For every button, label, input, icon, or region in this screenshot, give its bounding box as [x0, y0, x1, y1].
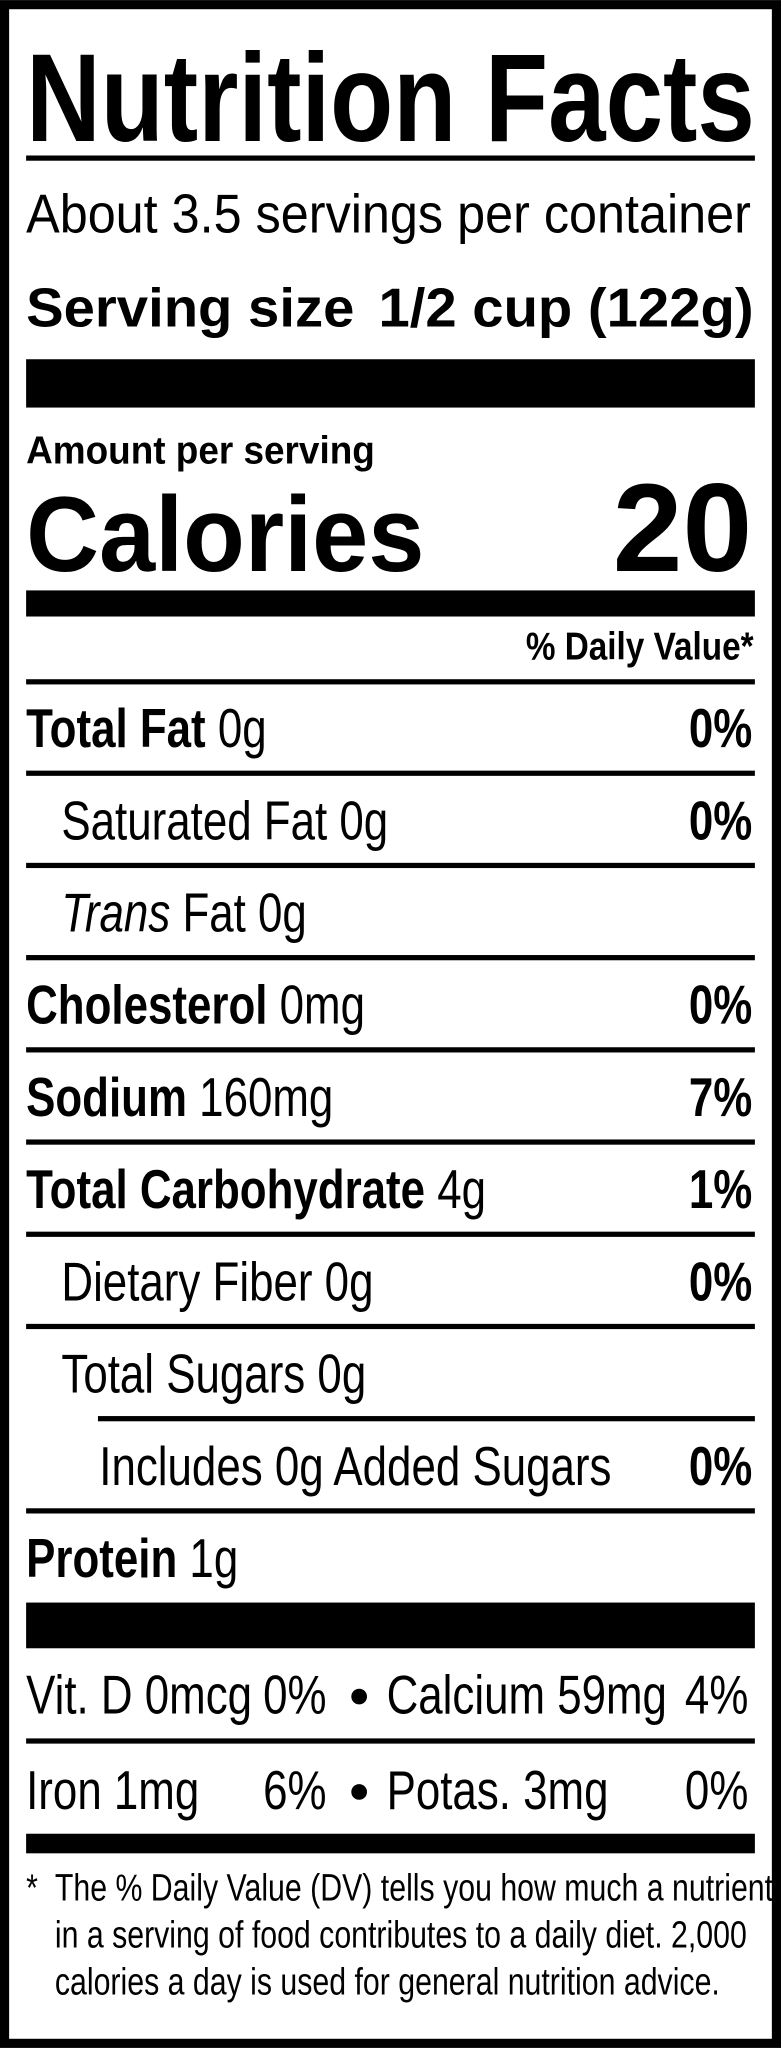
- vitamin-name: Iron 1mg: [26, 1759, 199, 1821]
- rule: [97, 1416, 755, 1422]
- nutrient-name: Saturated Fat: [61, 790, 327, 852]
- vitamin-name: Vit. D 0mcg: [26, 1664, 252, 1726]
- vitamin-dv: 4%: [685, 1664, 748, 1726]
- rule: [26, 1047, 755, 1053]
- daily-value-header: % Daily Value*: [526, 624, 754, 668]
- nutrient-name: Cholesterol: [26, 974, 267, 1036]
- vitamin-dv: 0%: [263, 1664, 326, 1726]
- nutrient-row: Total Sugars 0g: [61, 1343, 366, 1405]
- nutrient-name: Protein: [26, 1527, 177, 1589]
- nutrient-name: Total Sugars: [61, 1343, 305, 1405]
- vitamin-name: Potas. 3mg: [387, 1759, 609, 1821]
- bullet: [351, 1688, 367, 1705]
- vitamin-dv: 6%: [263, 1759, 326, 1821]
- nutrient-row: Sodium 160mg: [26, 1066, 333, 1128]
- nutrient-amount: 160mg: [199, 1066, 333, 1128]
- servings: About 3.5 servings per container: [26, 183, 751, 245]
- amount-per-serving: Amount per serving: [26, 430, 375, 473]
- vitamin-rows: Vit. D 0mcg 0% Calcium 59mg 4%Iron 1mg 6% Pot…: [26, 1664, 755, 1821]
- serving-size: Serving size 1/2 cup (122g): [26, 277, 753, 339]
- spacer: [267, 974, 279, 1036]
- thick-bar: [26, 359, 755, 408]
- nutrient-amount: 1g: [189, 1527, 238, 1589]
- nutrient-row: Saturated Fat 0g: [61, 790, 388, 852]
- nutrient-dv: 0%: [689, 1435, 752, 1497]
- nutrient-name: Total Fat: [26, 697, 206, 759]
- rule: [26, 1323, 755, 1330]
- nutrient-dv: 0%: [689, 697, 752, 759]
- nutrient-name: Total Carbohydrate: [26, 1158, 425, 1220]
- thick-bar: [26, 1602, 755, 1649]
- spacer: [170, 882, 182, 944]
- nutrient-name: Fat: [182, 882, 246, 944]
- footnote-line: calories a day is used for general nutri…: [55, 1961, 720, 2003]
- nutrient-amount: 0g: [258, 882, 307, 944]
- nutrient-amount: 0g: [339, 790, 388, 852]
- rule: [26, 1139, 755, 1145]
- spacer: [425, 1158, 437, 1220]
- rule: [26, 770, 755, 776]
- serving-size-value: 1/2 cup (122g): [378, 277, 753, 339]
- thick-bar: [26, 1833, 755, 1854]
- nutrient-dv: 0%: [689, 974, 752, 1036]
- calories-value: 20: [613, 458, 752, 598]
- spacer: [206, 697, 218, 759]
- nutrient-dv: 1%: [689, 1158, 752, 1220]
- nutrient-amount: 0g: [325, 1251, 374, 1313]
- title: Nutrition Facts: [26, 28, 755, 168]
- spacer: [187, 1066, 199, 1128]
- vitamin-name: Calcium 59mg: [387, 1664, 667, 1726]
- nutrient-row: Total Carbohydrate 4g: [26, 1158, 486, 1220]
- spacer: [246, 882, 258, 944]
- footnote-marker: *: [26, 1867, 38, 1909]
- rule: [26, 1231, 755, 1237]
- spacer: [305, 1343, 317, 1405]
- nutrient-name: Includes 0g Added Sugars: [99, 1435, 611, 1497]
- rule: [26, 955, 755, 961]
- nutrient-italic: Trans: [61, 882, 170, 944]
- serving-size-label: Serving size: [26, 277, 354, 339]
- footnote: * The % Daily Value (DV) tells you how mu…: [26, 1867, 773, 2003]
- calories-label: Calories: [26, 474, 424, 594]
- nutrient-dv: 0%: [689, 790, 752, 852]
- nutrient-row: Protein 1g: [26, 1527, 238, 1589]
- nutrient-amount: 4g: [437, 1158, 486, 1220]
- spacer: [327, 790, 339, 852]
- nutrient-amount: 0g: [317, 1343, 366, 1405]
- nutrient-row: Dietary Fiber 0g: [61, 1251, 373, 1313]
- nutrient-name: Sodium: [26, 1066, 187, 1128]
- bullet: [351, 1784, 367, 1800]
- nutrient-dv: 0%: [689, 1251, 752, 1313]
- rule: [26, 1738, 755, 1744]
- nutrient-name: Dietary Fiber: [61, 1251, 312, 1313]
- rule: [26, 155, 755, 161]
- nutrient-row: Total Fat 0g: [26, 697, 267, 759]
- vitamin-dv: 0%: [685, 1759, 748, 1821]
- nutrient-amount: 0g: [218, 697, 267, 759]
- footnote-line: in a serving of food contributes to a da…: [55, 1914, 747, 1956]
- nutrient-dv: 7%: [689, 1066, 752, 1128]
- nutrient-amount: 0mg: [280, 974, 365, 1036]
- footnote-line: The % Daily Value (DV) tells you how muc…: [55, 1867, 774, 1909]
- rule: [26, 1508, 755, 1514]
- thick-bar: [26, 590, 755, 617]
- spacer: [177, 1527, 189, 1589]
- spacer: [312, 1251, 324, 1313]
- rule: [26, 862, 755, 869]
- nutrient-rows: Total Fat 0g 0% Saturated Fat 0g 0% Trans Fa…: [26, 697, 755, 1589]
- nutrient-row: Cholesterol 0mg: [26, 974, 365, 1036]
- nutrient-row: Trans Fat 0g: [61, 882, 306, 944]
- nutrient-row: Includes 0g Added Sugars: [99, 1435, 611, 1497]
- rule: [26, 679, 755, 685]
